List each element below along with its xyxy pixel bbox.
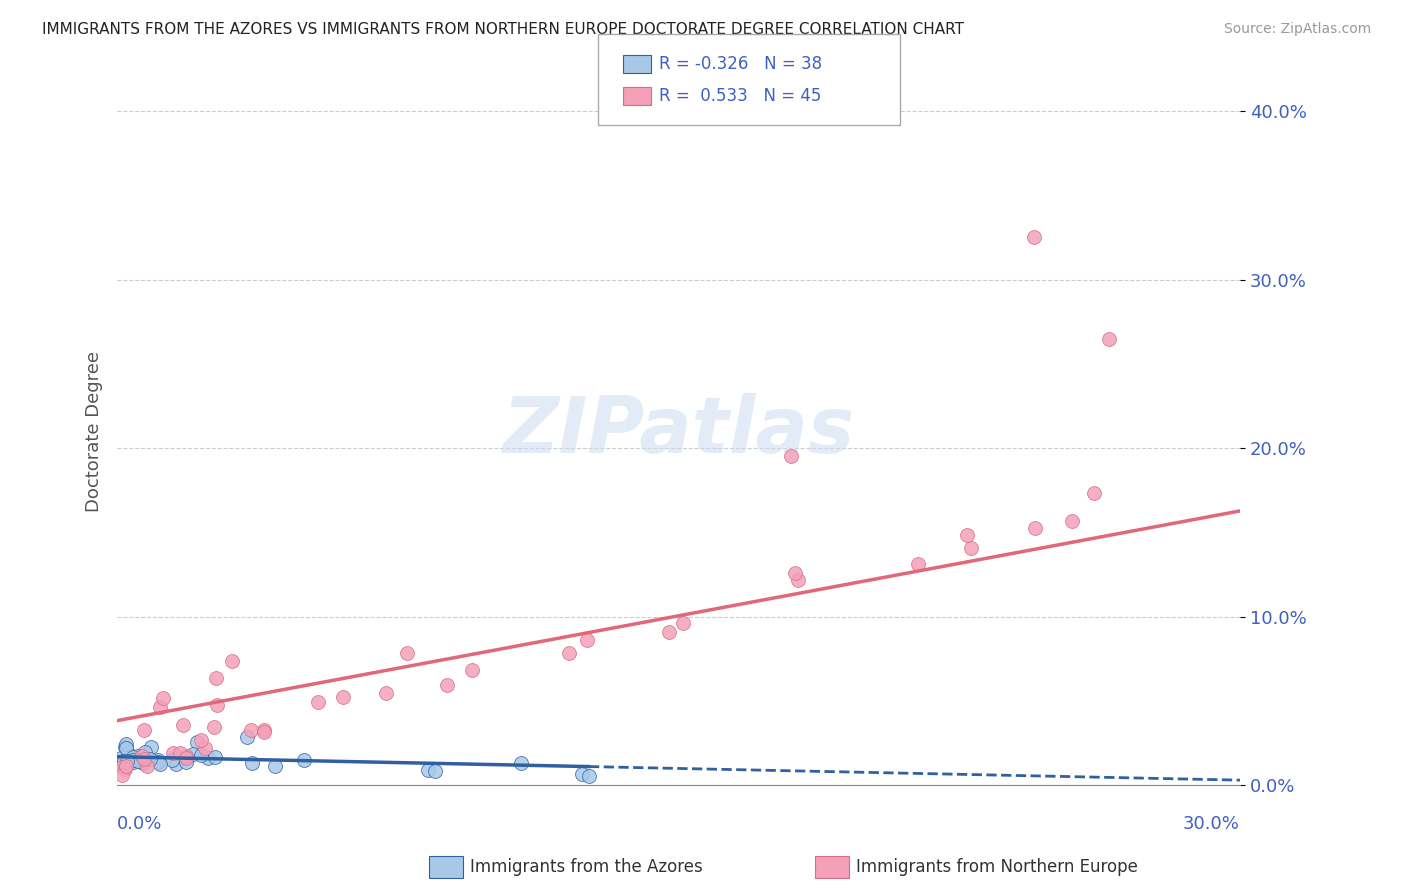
Text: Immigrants from Northern Europe: Immigrants from Northern Europe xyxy=(856,858,1137,876)
Point xyxy=(136,759,159,773)
Point xyxy=(134,745,156,759)
Point xyxy=(907,558,929,572)
Point xyxy=(190,732,212,747)
Point xyxy=(202,720,225,734)
Point xyxy=(112,754,135,768)
Point xyxy=(294,753,316,767)
Point xyxy=(110,751,132,765)
Point xyxy=(127,748,149,763)
Point xyxy=(148,755,170,769)
Point xyxy=(786,573,808,587)
Point xyxy=(169,746,191,760)
Point xyxy=(578,769,600,783)
Point xyxy=(194,741,217,756)
Point xyxy=(253,723,276,737)
Point xyxy=(162,753,184,767)
Text: R = -0.326   N = 38: R = -0.326 N = 38 xyxy=(659,55,823,73)
Point xyxy=(121,755,143,769)
Point xyxy=(131,748,153,763)
Point xyxy=(162,746,184,760)
Point xyxy=(235,731,257,745)
Point xyxy=(110,754,132,768)
Point xyxy=(307,695,329,709)
Point xyxy=(134,723,156,737)
Point xyxy=(436,678,458,692)
Point xyxy=(139,739,162,754)
Point xyxy=(332,690,354,705)
Point xyxy=(183,747,205,762)
Point xyxy=(960,541,983,555)
Point xyxy=(205,698,228,712)
Point xyxy=(127,755,149,769)
Point xyxy=(122,750,145,764)
Point xyxy=(423,764,446,778)
Point xyxy=(221,654,243,668)
Point xyxy=(115,741,138,756)
Point xyxy=(176,750,198,764)
Point xyxy=(510,756,533,770)
Point xyxy=(204,750,226,764)
Point xyxy=(571,767,593,781)
Text: Source: ZipAtlas.com: Source: ZipAtlas.com xyxy=(1223,22,1371,37)
Point xyxy=(190,748,212,763)
Point xyxy=(1024,230,1046,244)
Point xyxy=(575,633,598,648)
Point xyxy=(418,764,440,778)
Point xyxy=(672,615,695,630)
Point xyxy=(110,768,132,782)
Point xyxy=(197,751,219,765)
Point xyxy=(1060,514,1083,528)
Point xyxy=(956,527,979,541)
Point xyxy=(1024,520,1046,534)
Text: Immigrants from the Azores: Immigrants from the Azores xyxy=(470,858,703,876)
Point xyxy=(240,723,263,738)
Point xyxy=(1083,485,1105,500)
Text: 0.0%: 0.0% xyxy=(117,815,163,833)
Point xyxy=(121,753,143,767)
Point xyxy=(117,747,139,761)
Point xyxy=(780,450,803,464)
Point xyxy=(174,749,197,764)
Point xyxy=(131,756,153,771)
Y-axis label: Doctorate Degree: Doctorate Degree xyxy=(86,351,103,512)
Point xyxy=(114,762,136,776)
Text: 30.0%: 30.0% xyxy=(1184,815,1240,833)
Point xyxy=(114,756,136,770)
Point xyxy=(242,756,264,770)
Point xyxy=(111,760,134,774)
Point xyxy=(172,718,194,732)
Point xyxy=(115,754,138,768)
Point xyxy=(115,738,138,752)
Point xyxy=(374,686,396,700)
Point xyxy=(253,724,276,739)
Text: ZIPatlas: ZIPatlas xyxy=(502,393,855,469)
Point xyxy=(658,624,681,639)
Point xyxy=(114,759,136,773)
Point xyxy=(558,646,581,660)
Point xyxy=(149,756,172,771)
Point xyxy=(114,740,136,755)
Point xyxy=(148,753,170,767)
Point xyxy=(263,759,285,773)
Point xyxy=(205,672,228,686)
Point xyxy=(165,756,187,771)
Point xyxy=(149,700,172,714)
Point xyxy=(395,646,418,660)
Point xyxy=(461,663,484,677)
Point xyxy=(186,734,208,748)
Point xyxy=(1098,332,1121,346)
Point xyxy=(138,752,160,766)
Point xyxy=(152,691,174,706)
Point xyxy=(132,752,155,766)
Text: IMMIGRANTS FROM THE AZORES VS IMMIGRANTS FROM NORTHERN EUROPE DOCTORATE DEGREE C: IMMIGRANTS FROM THE AZORES VS IMMIGRANTS… xyxy=(42,22,965,37)
Point xyxy=(174,755,197,769)
Point xyxy=(783,566,806,581)
Text: R =  0.533   N = 45: R = 0.533 N = 45 xyxy=(659,87,821,105)
